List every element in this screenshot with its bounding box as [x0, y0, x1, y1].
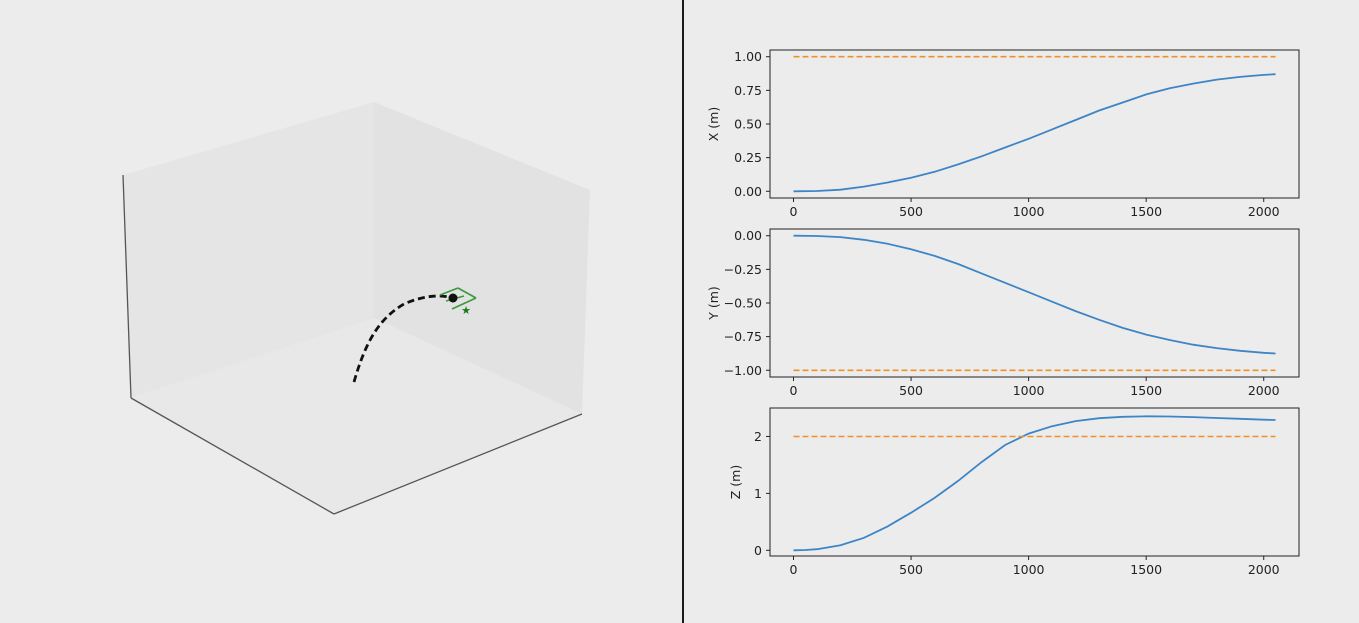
goal-star-icon: ★: [461, 304, 471, 317]
subplot-x-position: 0 500 1000 1500 2000 0.00 0.25 0.50 0.75 1.00 X (m…: [706, 49, 1300, 219]
x-xtick-label: 1000: [1013, 204, 1045, 219]
z-axis-line: [122, 174, 132, 399]
x-ytick-label: 0.75: [734, 83, 762, 98]
y-actual-line: [793, 234, 1276, 355]
subplot-z-position: 0 500 1000 1500 2000 0 1 2 Z (m): [728, 407, 1300, 577]
x-xtick-label: 1500: [1130, 204, 1162, 219]
y-ytick-label: −0.75: [724, 329, 762, 344]
z-xtick-label: 0: [790, 562, 798, 577]
z-axis-label: Z (m): [728, 465, 743, 499]
x-xtick-label: 500: [899, 204, 923, 219]
y-axis-line: [333, 413, 583, 515]
current-position-dot: [448, 293, 458, 303]
y-axis-label: Y (m): [706, 286, 721, 321]
y-ytick-label: −0.50: [724, 296, 762, 311]
z-plot-frame: [769, 407, 1300, 557]
back-left-pane: [123, 102, 374, 398]
x-axis-label: X (m): [706, 107, 721, 141]
z-ytick-label: 1: [754, 486, 762, 501]
z-xtick-label: 500: [899, 562, 923, 577]
x-plot-frame: [769, 49, 1300, 199]
z-ytick-label: 0: [754, 543, 762, 558]
x-ytick-label: 1.00: [734, 49, 762, 64]
x-ytick-label: 0.50: [734, 117, 762, 132]
z-xtick-label: 1500: [1130, 562, 1162, 577]
x-actual-line: [793, 73, 1276, 193]
y-ytick-label: −1.00: [724, 363, 762, 378]
floor-pane: [131, 318, 582, 514]
scene-3d: ★: [122, 102, 590, 515]
y-xtick-label: 1500: [1130, 383, 1162, 398]
z-actual-line: [793, 415, 1276, 552]
x-ytick-label: 0.00: [734, 184, 762, 199]
y-xtick-label: 500: [899, 383, 923, 398]
back-right-pane: [374, 102, 590, 414]
subplot-y-position: 0 500 1000 1500 2000 −1.00 −0.75 −0.50 −0.25 0.00…: [706, 228, 1300, 398]
x-xtick-label: 0: [790, 204, 798, 219]
z-xtick-label: 2000: [1248, 562, 1280, 577]
y-ytick-label: −0.25: [724, 262, 762, 277]
z-ytick-label: 2: [754, 429, 762, 444]
y-xtick-label: 1000: [1013, 383, 1045, 398]
z-xtick-label: 1000: [1013, 562, 1045, 577]
y-xtick-label: 2000: [1248, 383, 1280, 398]
x-xtick-label: 2000: [1248, 204, 1280, 219]
x-axis-line: [130, 397, 335, 515]
y-plot-frame: [769, 228, 1300, 378]
y-ytick-label: 0.00: [734, 228, 762, 243]
y-xtick-label: 0: [790, 383, 798, 398]
x-ytick-label: 0.25: [734, 150, 762, 165]
